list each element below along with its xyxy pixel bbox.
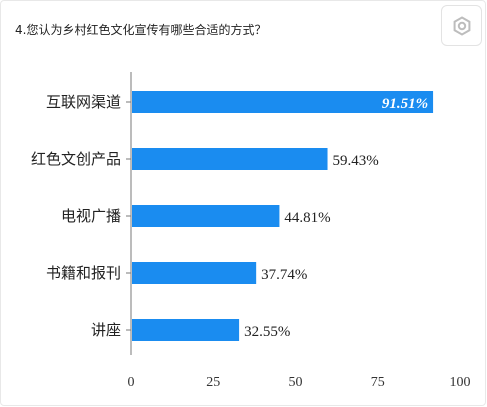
x-tick-label: 25 [206,375,220,390]
x-tick-label: 0 [128,375,135,390]
bar [132,262,257,284]
value-label: 91.51% [382,96,428,112]
category-label: 电视广播 [61,207,121,225]
settings-button[interactable] [441,5,482,46]
x-tick-label: 50 [289,375,303,390]
value-label: 32.55% [244,324,290,340]
x-tick-label: 100 [450,375,471,390]
category-label: 互联网渠道 [46,93,121,111]
bar [132,319,240,341]
question-title: 4.您认为乡村红色文化宣传有哪些合适的方式？ [15,23,267,37]
bar [132,91,434,113]
category-label: 红色文创产品 [31,150,121,168]
bar [132,205,280,227]
gear-icon [453,15,470,36]
value-label: 37.74% [261,267,307,283]
value-label: 59.43% [333,153,379,169]
category-label: 讲座 [91,321,121,339]
bar [132,148,328,170]
value-label: 44.81% [284,210,330,226]
category-label: 书籍和报刊 [46,264,121,282]
x-tick-label: 75 [371,375,385,390]
